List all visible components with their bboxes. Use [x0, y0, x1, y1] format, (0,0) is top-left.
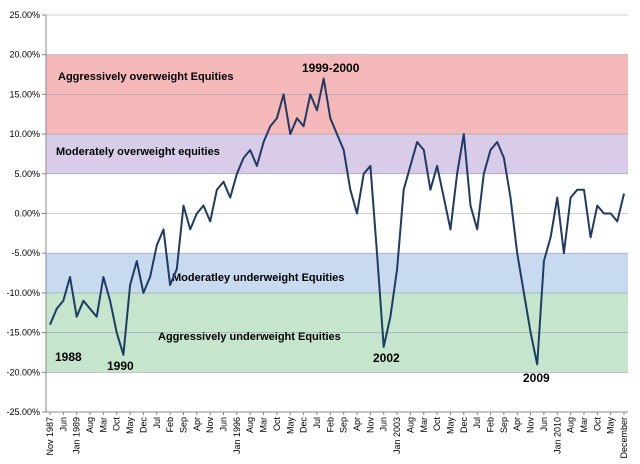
- band-label: Aggressively overweight Equities: [58, 71, 233, 83]
- band: [46, 134, 628, 174]
- x-tick-label: May: [285, 417, 295, 435]
- x-tick-label: Oct: [112, 417, 122, 432]
- x-tick-label: May: [606, 417, 616, 435]
- x-tick-label: Sep: [178, 417, 188, 433]
- annotation: 1990: [107, 359, 134, 373]
- x-tick-label: Oct: [432, 417, 442, 432]
- band-label: Moderatley underweight Equities: [172, 272, 344, 284]
- x-tick-label: Nov: [205, 417, 215, 434]
- x-tick-label: Dec: [299, 417, 309, 434]
- x-tick-label: Mar: [579, 417, 589, 433]
- x-tick-label: May: [445, 417, 455, 435]
- x-tick-label: Nov: [365, 417, 375, 434]
- x-tick-label: Jan 2010: [552, 417, 562, 454]
- x-tick-label: Dec: [459, 417, 469, 434]
- x-tick-label: Sep: [339, 417, 349, 433]
- y-tick-label: 10.00%: [9, 129, 40, 139]
- y-tick-label: 0.00%: [14, 209, 40, 219]
- y-tick-label: -20.00%: [6, 367, 40, 377]
- x-tick-label: Nov 1987: [45, 417, 55, 456]
- x-tick-label: Apr: [192, 417, 202, 431]
- x-tick-label: Jul: [152, 417, 162, 429]
- y-tick-label: -25.00%: [6, 407, 40, 417]
- x-tick-label: Aug: [85, 417, 95, 433]
- band-label: Aggressively underweight Equities: [158, 331, 341, 343]
- x-tick-label: Jan 1989: [72, 417, 82, 454]
- x-tick-label: Aug: [405, 417, 415, 433]
- x-tick-label: Jul: [472, 417, 482, 429]
- x-tick-label: Feb: [325, 417, 335, 433]
- x-tick-label: Jan 2003: [392, 417, 402, 454]
- x-tick-label: Oct: [272, 417, 282, 432]
- y-tick-label: -10.00%: [6, 288, 40, 298]
- x-tick-label: May: [125, 417, 135, 435]
- x-tick-label: Mar: [419, 417, 429, 433]
- annotation: 2002: [373, 351, 400, 365]
- x-tick-label: Oct: [592, 417, 602, 432]
- y-tick-label: -15.00%: [6, 328, 40, 338]
- x-tick-label: Jul: [312, 417, 322, 429]
- x-tick-label: Jun: [539, 417, 549, 432]
- annotation: 1999-2000: [302, 61, 360, 75]
- x-tick-label: Dec: [138, 417, 148, 434]
- x-tick-label: Jan 1996: [232, 417, 242, 454]
- y-tick-label: 25.00%: [9, 10, 40, 20]
- x-tick-label: Feb: [165, 417, 175, 433]
- x-tick-label: Jun: [379, 417, 389, 432]
- x-tick-label: December: [619, 417, 629, 459]
- band-label: Moderately overweight equities: [56, 146, 220, 158]
- x-tick-label: Feb: [486, 417, 496, 433]
- x-tick-label: Mar: [98, 417, 108, 433]
- y-tick-label: 20.00%: [9, 50, 40, 60]
- x-tick-label: Aug: [566, 417, 576, 433]
- x-tick-label: Apr: [352, 417, 362, 431]
- y-tick-label: -5.00%: [11, 248, 40, 258]
- x-tick-label: Jun: [219, 417, 229, 432]
- x-tick-label: Nov: [526, 417, 536, 434]
- y-tick-label: 15.00%: [9, 89, 40, 99]
- x-tick-label: Apr: [512, 417, 522, 431]
- y-tick-label: 5.00%: [14, 169, 40, 179]
- annotation: 2009: [523, 371, 550, 385]
- x-tick-label: Jun: [58, 417, 68, 432]
- x-tick-label: Aug: [245, 417, 255, 433]
- data-line: [49, 77, 625, 366]
- x-tick-label: Sep: [499, 417, 509, 433]
- annotation: 1988: [55, 350, 82, 364]
- x-tick-label: Mar: [259, 417, 269, 433]
